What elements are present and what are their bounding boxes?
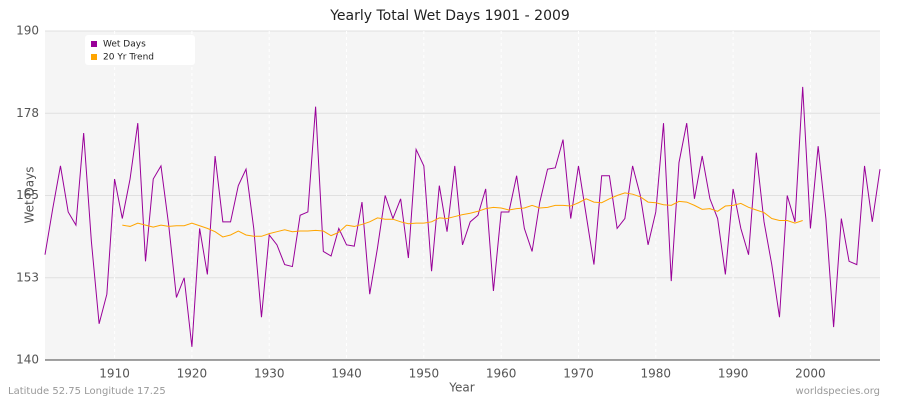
y-tick-label: 165 — [16, 188, 39, 202]
y-tick-label: 190 — [16, 24, 39, 38]
data-line — [122, 192, 803, 238]
x-tick-label: 1930 — [254, 367, 285, 381]
x-tick-label: 1950 — [409, 367, 440, 381]
legend-swatch — [91, 54, 97, 60]
y-axis-label: Wet Days — [23, 166, 37, 223]
footer-left: Latitude 52.75 Longitude 17.25 — [8, 386, 166, 397]
x-tick-label: 1990 — [718, 367, 749, 381]
legend-swatch — [91, 41, 97, 47]
x-tick-label: 1920 — [177, 367, 208, 381]
data-line — [44, 86, 881, 347]
legend-label: Wet Days — [103, 40, 146, 50]
y-tick-label: 178 — [16, 106, 39, 120]
y-tick-label: 140 — [16, 353, 39, 367]
chart-title: Yearly Total Wet Days 1901 - 2009 — [329, 8, 570, 24]
y-tick-label: 153 — [16, 270, 39, 284]
x-tick-label: 1960 — [486, 367, 517, 381]
x-tick-label: 1970 — [563, 367, 594, 381]
x-axis-label: Year — [448, 381, 474, 395]
x-tick-label: 2000 — [795, 367, 826, 381]
legend-box — [85, 35, 195, 65]
legend-label: 20 Yr Trend — [103, 53, 154, 63]
x-tick-label: 1940 — [331, 367, 362, 381]
legend: Wet Days 20 Yr Trend — [85, 35, 195, 65]
footer-right: worldspecies.org — [796, 386, 880, 397]
x-tick-label: 1980 — [641, 367, 672, 381]
x-tick-label: 1910 — [99, 367, 130, 381]
